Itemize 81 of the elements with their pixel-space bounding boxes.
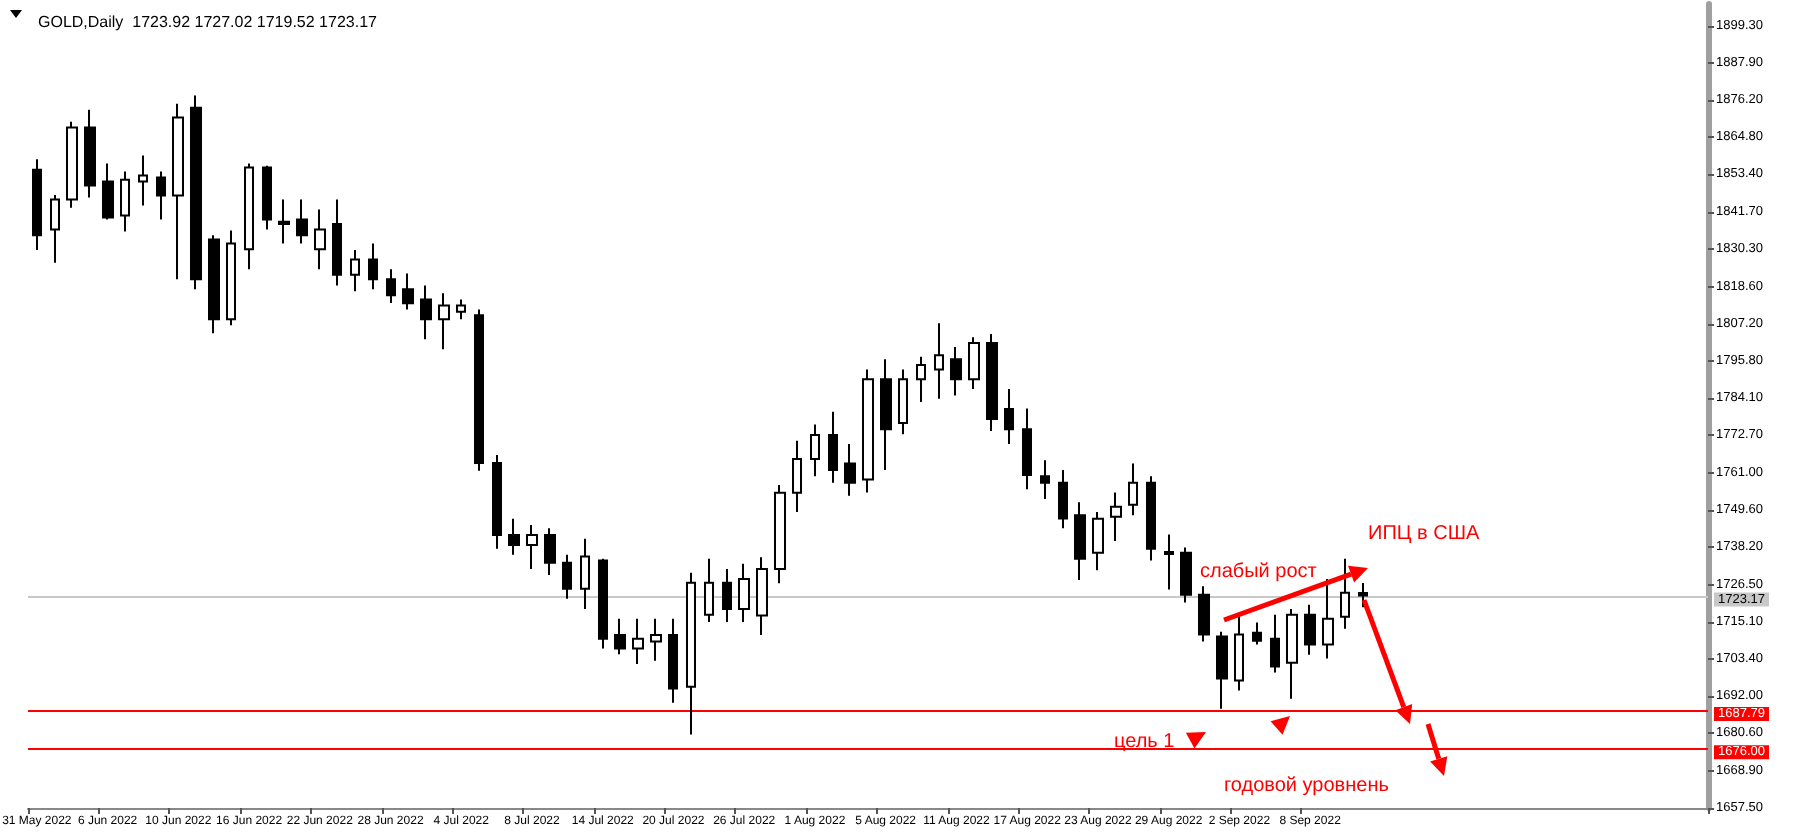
annotation: ИПЦ в США (1368, 523, 1481, 545)
candlestick (968, 336, 980, 391)
candlestick (844, 443, 856, 497)
candlestick (492, 454, 502, 550)
annotation: годовой уровнень (1224, 775, 1389, 797)
candlestick (368, 242, 378, 291)
candlestick (614, 617, 626, 656)
candlestick (1004, 388, 1014, 446)
candlestick (32, 158, 42, 251)
candlestick (1058, 468, 1068, 530)
candlestick (314, 208, 326, 271)
candlestick (50, 193, 60, 264)
annotation: цель 1 (1114, 731, 1176, 753)
candlestick (722, 567, 732, 623)
candlestick (1180, 546, 1192, 604)
candlestick (650, 617, 662, 662)
candlestick (1040, 459, 1050, 501)
candlestick (1234, 613, 1244, 692)
candlestick (686, 571, 696, 736)
candlestick (296, 198, 308, 245)
candlestick (986, 333, 998, 433)
annotation: слабый рост (1200, 561, 1318, 583)
text: GOLD,Daily 1723.92 1727.02 1719.52 1723.17 (38, 13, 379, 31)
candlestick (562, 553, 572, 600)
candlestick (138, 154, 148, 207)
candlestick (1340, 557, 1350, 630)
candlestick (1110, 491, 1122, 543)
candlestick (1128, 462, 1138, 517)
candlestick (580, 537, 590, 611)
candlestick (1358, 582, 1368, 609)
candlestick (262, 164, 272, 231)
candlestick (474, 308, 484, 472)
candlestick (704, 557, 714, 623)
candlestick (508, 517, 520, 556)
candlestick (880, 358, 892, 471)
candlestick (1304, 603, 1316, 656)
candlestick (828, 410, 838, 484)
candlestick (278, 198, 290, 245)
candlestick (898, 368, 908, 436)
candlestick (1022, 407, 1032, 491)
candlestick (190, 94, 202, 291)
candlestick (632, 617, 644, 666)
candlestick (756, 556, 768, 636)
candlestick (1074, 501, 1086, 581)
candlestick (332, 198, 342, 287)
candlestick (1216, 630, 1228, 710)
candlestick (1092, 510, 1104, 572)
candlestick (1198, 585, 1210, 643)
candlestick (438, 292, 450, 351)
candlestick (862, 368, 874, 494)
candlestick (208, 234, 220, 335)
candlestick (172, 102, 184, 281)
candlestick (544, 527, 556, 577)
candlestick (526, 523, 538, 570)
candlestick (1322, 577, 1334, 660)
candlestick (84, 108, 96, 199)
candlestick (934, 322, 944, 400)
candlestick (950, 345, 962, 397)
candlestick (456, 298, 466, 321)
candlestick (1286, 608, 1298, 700)
candlestick (226, 229, 236, 327)
candlestick (774, 484, 786, 585)
candlestick (156, 170, 166, 221)
candlestick (916, 355, 926, 403)
candlestick (120, 170, 130, 233)
candlestick (1146, 475, 1156, 562)
candlestick (102, 162, 114, 221)
candlestick (810, 423, 820, 478)
candlestick (1164, 533, 1174, 591)
candlestick (1270, 613, 1280, 674)
candlestick (350, 248, 360, 293)
candlestick (402, 272, 414, 311)
candlestick (598, 557, 608, 650)
candlestick (738, 562, 750, 623)
candlestick (792, 439, 802, 513)
candlestick (66, 120, 78, 209)
candlestick (386, 268, 396, 304)
candlestick (244, 162, 254, 271)
candlestick (668, 617, 678, 704)
candlestick (420, 284, 432, 341)
candlestick (1252, 621, 1262, 646)
